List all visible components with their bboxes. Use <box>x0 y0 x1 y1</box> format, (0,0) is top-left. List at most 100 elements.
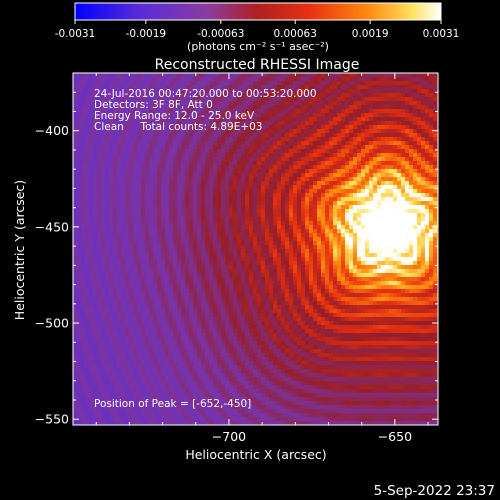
heatmap-cell <box>309 161 313 165</box>
heatmap-cell <box>185 125 189 129</box>
heatmap-cell <box>237 245 241 249</box>
heatmap-cell <box>277 277 281 281</box>
heatmap-cell <box>129 93 133 97</box>
colorbar-ticks: -0.0031 -0.0019 -0.00063 0.00063 0.0019 0.003… <box>55 20 459 40</box>
heatmap-cell <box>129 265 133 269</box>
heatmap-cell <box>317 169 321 173</box>
heatmap-cell <box>301 273 305 277</box>
heatmap-cell <box>429 265 433 269</box>
heatmap-cell <box>113 145 117 149</box>
heatmap-cell <box>425 197 429 201</box>
heatmap-cell <box>309 121 313 125</box>
heatmap-cell <box>409 113 413 117</box>
heatmap-cell <box>193 245 197 249</box>
heatmap-cell <box>201 217 205 221</box>
heatmap-cell <box>425 265 429 269</box>
heatmap-cell <box>205 89 209 93</box>
heatmap-cell <box>393 197 397 201</box>
heatmap-cell <box>413 189 417 193</box>
heatmap-cell <box>365 137 369 141</box>
heatmap-cell <box>409 201 413 205</box>
heatmap-cell <box>377 237 381 241</box>
heatmap-cell <box>169 181 173 185</box>
heatmap-cell <box>225 145 229 149</box>
heatmap-cell <box>209 153 213 157</box>
heatmap-cell <box>101 109 105 113</box>
heatmap-cell <box>353 73 357 77</box>
heatmap-cell <box>301 165 305 169</box>
heatmap-cell <box>277 161 281 165</box>
heatmap-cell <box>193 193 197 197</box>
heatmap-cell <box>109 265 113 269</box>
heatmap-cell <box>205 177 209 181</box>
heatmap-cell <box>265 149 269 153</box>
heatmap-cell <box>397 121 401 125</box>
heatmap-cell <box>141 77 145 81</box>
heatmap-cell <box>409 165 413 169</box>
heatmap-cell <box>405 257 409 261</box>
heatmap-cell <box>429 245 433 249</box>
heatmap-cell <box>433 149 437 153</box>
heatmap-cell <box>401 141 405 145</box>
heatmap-cell <box>257 269 261 273</box>
heatmap-cell <box>281 157 285 161</box>
heatmap-cell <box>357 265 361 269</box>
heatmap-cell <box>93 197 97 201</box>
heatmap-cell <box>237 145 241 149</box>
heatmap-cell <box>145 225 149 229</box>
heatmap-cell <box>197 213 201 217</box>
heatmap-cell <box>141 105 145 109</box>
heatmap-cell <box>97 289 101 293</box>
heatmap-cell <box>353 89 357 93</box>
heatmap-cell <box>213 125 217 129</box>
heatmap-cell <box>109 89 113 93</box>
heatmap-cell <box>137 201 141 205</box>
heatmap-cell <box>301 185 305 189</box>
heatmap-cell <box>281 193 285 197</box>
heatmap-cell <box>369 121 373 125</box>
heatmap-cell <box>117 189 121 193</box>
heatmap-cell <box>141 125 145 129</box>
heatmap-cell <box>369 177 373 181</box>
heatmap-cell <box>289 161 293 165</box>
heatmap-cell <box>197 193 201 197</box>
heatmap-cell <box>189 185 193 189</box>
heatmap-cell <box>129 141 133 145</box>
heatmap-cell <box>109 189 113 193</box>
heatmap-cell <box>389 145 393 149</box>
heatmap-cell <box>173 229 177 233</box>
heatmap-cell <box>381 161 385 165</box>
heatmap-cell <box>141 121 145 125</box>
heatmap-cell <box>129 153 133 157</box>
heatmap-cell <box>237 121 241 125</box>
heatmap-cell <box>305 221 309 225</box>
heatmap-cell <box>85 269 89 273</box>
heatmap-cell <box>201 249 205 253</box>
heatmap-cell <box>305 189 309 193</box>
heatmap-cell <box>293 181 297 185</box>
heatmap-cell <box>105 157 109 161</box>
heatmap-cell <box>365 149 369 153</box>
heatmap-cell <box>421 161 425 165</box>
heatmap-cell <box>89 201 93 205</box>
heatmap-cell <box>353 229 357 233</box>
heatmap-cell <box>137 117 141 121</box>
heatmap-cell <box>105 77 109 81</box>
heatmap-cell <box>89 273 93 277</box>
heatmap-cell <box>365 133 369 137</box>
heatmap-cell <box>229 145 233 149</box>
heatmap-cell <box>161 121 165 125</box>
heatmap-cell <box>189 141 193 145</box>
heatmap-cell <box>125 229 129 233</box>
heatmap-cell <box>129 109 133 113</box>
heatmap-cell <box>129 193 133 197</box>
heatmap-cell <box>181 81 185 85</box>
heatmap-cell <box>273 225 277 229</box>
heatmap-cell <box>77 73 81 77</box>
heatmap-cell <box>213 149 217 153</box>
heatmap-cell <box>329 221 333 225</box>
heatmap-cell <box>77 161 81 165</box>
heatmap-cell <box>241 201 245 205</box>
heatmap-cell <box>357 113 361 117</box>
heatmap-cell <box>273 133 277 137</box>
